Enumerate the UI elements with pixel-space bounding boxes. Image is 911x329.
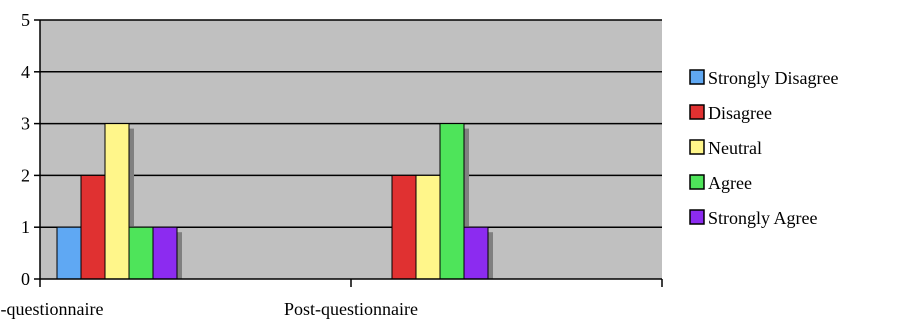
legend-label: Agree <box>708 173 752 193</box>
bar-disagree-1 <box>391 174 417 280</box>
x-axis: Pre-questionnaire Post-questionnaire <box>0 279 663 319</box>
bar-agree-0 <box>128 226 154 280</box>
legend-swatch <box>689 139 705 155</box>
legend-swatch <box>689 174 705 190</box>
legend-swatch <box>689 104 705 120</box>
x-category-label: Post-questionnaire <box>284 299 418 319</box>
y-tick-label: 5 <box>21 10 30 30</box>
bar-strongly-agree-0 <box>152 226 178 280</box>
legend: Strongly Disagree Disagree Neutral Agree Str… <box>689 68 838 228</box>
bar-strongly-disagree-0 <box>56 226 82 280</box>
legend-label: Strongly Disagree <box>708 68 838 88</box>
legend-swatch <box>689 209 705 225</box>
y-axis: 0 1 2 3 4 5 <box>21 10 40 289</box>
bar-strongly-agree-1 <box>463 226 489 280</box>
y-tick-label: 0 <box>21 269 30 289</box>
y-tick-label: 1 <box>21 217 30 237</box>
y-tick-label: 4 <box>21 62 30 82</box>
legend-label: Neutral <box>708 138 762 158</box>
y-tick-label: 3 <box>21 114 30 134</box>
legend-swatch <box>689 69 705 85</box>
bar-neutral-1 <box>415 174 441 280</box>
bar-agree-1 <box>439 123 465 280</box>
y-tick-label: 2 <box>21 165 30 185</box>
bar-disagree-0 <box>80 174 106 280</box>
x-category-label: Pre-questionnaire <box>0 299 103 319</box>
bar-neutral-0 <box>104 123 130 280</box>
legend-label: Disagree <box>708 103 772 123</box>
bars <box>56 123 493 280</box>
legend-label: Strongly Agree <box>708 208 818 228</box>
